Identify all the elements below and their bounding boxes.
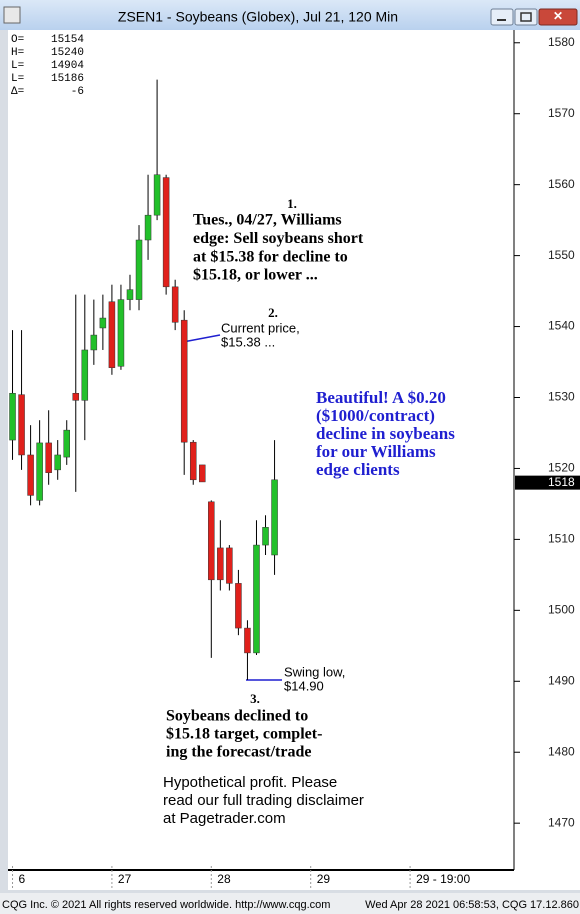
close-button[interactable] bbox=[538, 8, 578, 26]
annotation-text: Beautiful! A $0.20 bbox=[316, 388, 446, 407]
minimize-button[interactable] bbox=[490, 8, 514, 26]
y-tick-label: 1550 bbox=[548, 248, 575, 262]
annotation-number: 2. bbox=[268, 305, 278, 320]
annotation-text: edge clients bbox=[316, 460, 400, 479]
y-tick-label: 1480 bbox=[548, 744, 575, 758]
y-tick-label: 1520 bbox=[548, 461, 575, 475]
info-value: 14904 bbox=[51, 60, 84, 72]
annotation-text: at $15.38 for decline to bbox=[193, 248, 348, 265]
y-tick-label: 1490 bbox=[548, 673, 575, 687]
info-label: Δ= bbox=[11, 86, 24, 98]
candle-body bbox=[9, 392, 16, 441]
x-tick-label: 28 bbox=[217, 872, 231, 886]
x-tick-label: 6 bbox=[19, 872, 26, 886]
chart-title: ZSEN1 - Soybeans (Globex), Jul 21, 120 M… bbox=[118, 9, 398, 25]
candle-body bbox=[189, 441, 197, 481]
annotation-text: $15.18 target, complet- bbox=[166, 726, 322, 743]
y-tick-label: 1530 bbox=[548, 390, 575, 404]
x-tick-label: 27 bbox=[118, 872, 132, 886]
annotation-text: $15.18, or lower ... bbox=[193, 267, 318, 284]
annotation-text: edge: Sell soybeans short bbox=[193, 230, 364, 247]
y-tick-label: 1560 bbox=[548, 177, 575, 191]
annotation-text: ing the forecast/trade bbox=[166, 744, 311, 761]
annotation-text: Swing low, bbox=[284, 664, 345, 679]
annotation-number: 1. bbox=[287, 196, 297, 211]
annotation-text: Tues., 04/27, Williams bbox=[193, 212, 342, 229]
candle-body bbox=[171, 286, 179, 323]
candle-body bbox=[63, 429, 70, 458]
info-label: H= bbox=[11, 47, 24, 59]
candle-body bbox=[199, 464, 206, 483]
footer-right: Wed Apr 28 2021 06:58:53, CQG 17.12.860 bbox=[365, 899, 579, 911]
candle-body bbox=[253, 544, 260, 654]
candle-body bbox=[90, 334, 98, 351]
candle-body bbox=[81, 349, 89, 401]
candle-body bbox=[226, 547, 233, 584]
candle-body bbox=[162, 177, 170, 288]
y-tick-label: 1510 bbox=[548, 532, 575, 546]
info-label: O= bbox=[11, 34, 24, 46]
annotation-number: 3. bbox=[250, 691, 260, 706]
status-bar bbox=[0, 893, 580, 914]
y-tick-label: 1570 bbox=[548, 106, 575, 120]
annotation-text: Current price, bbox=[221, 320, 300, 335]
candle-body bbox=[72, 392, 80, 401]
candle-body bbox=[126, 289, 134, 300]
plot-area bbox=[8, 30, 514, 870]
candle-body bbox=[18, 394, 25, 456]
y-tick-label: 1540 bbox=[548, 319, 575, 333]
footer-left: CQG Inc. © 2021 All rights reserved worl… bbox=[2, 899, 330, 911]
y-tick-label: 1500 bbox=[548, 603, 575, 617]
candle-body bbox=[244, 627, 251, 654]
info-value: -6 bbox=[71, 86, 84, 98]
annotation-text: Soybeans declined to bbox=[166, 708, 308, 725]
x-tick-label: 29 bbox=[317, 872, 331, 886]
info-value: 15154 bbox=[51, 34, 84, 46]
annotation-text: at Pagetrader.com bbox=[163, 810, 286, 827]
candle-body bbox=[36, 442, 43, 501]
info-label: L= bbox=[11, 73, 24, 85]
candle-body bbox=[27, 454, 34, 496]
candle-body bbox=[117, 299, 125, 367]
annotation-text: for our Williams bbox=[316, 442, 436, 461]
info-value: 15240 bbox=[51, 47, 84, 59]
info-label: L= bbox=[11, 60, 24, 72]
last-price-label: 1518 bbox=[548, 475, 575, 489]
candle-body bbox=[262, 527, 269, 546]
maximize-button[interactable] bbox=[514, 8, 538, 26]
time-axis bbox=[8, 870, 580, 890]
x-tick-label: 29 - 19:00 bbox=[416, 872, 470, 886]
candle-body bbox=[108, 301, 116, 368]
y-tick-label: 1470 bbox=[548, 815, 575, 829]
annotation-text: decline in soybeans bbox=[316, 424, 455, 443]
maximize-icon bbox=[520, 12, 532, 22]
annotation-text: ($1000/contract) bbox=[316, 406, 435, 425]
annotation-text: $14.90 bbox=[284, 678, 324, 693]
candle-body bbox=[217, 547, 224, 581]
marks bbox=[9, 79, 278, 680]
candle-body bbox=[180, 319, 188, 443]
info-value: 15186 bbox=[51, 73, 84, 85]
candle-body bbox=[99, 317, 107, 329]
candle-body bbox=[271, 479, 278, 556]
window-icon[interactable] bbox=[3, 6, 21, 24]
annotation-text: Hypothetical profit. Please bbox=[163, 774, 337, 791]
close-icon: ✕ bbox=[553, 9, 563, 23]
annotation-text: read our full trading disclaimer bbox=[163, 792, 364, 809]
y-tick-label: 1580 bbox=[548, 35, 575, 49]
price-axis bbox=[514, 30, 580, 870]
candle-body bbox=[54, 454, 61, 471]
candle-body bbox=[144, 214, 152, 241]
candle-body bbox=[208, 501, 215, 581]
last-price-box bbox=[515, 475, 580, 490]
annotation-text: $15.38 ... bbox=[221, 334, 275, 349]
candle-body bbox=[235, 583, 242, 629]
pointer-line bbox=[182, 334, 221, 343]
candle-body bbox=[135, 239, 143, 300]
candle-body bbox=[45, 442, 52, 473]
candle-body bbox=[153, 174, 161, 216]
title-bar bbox=[0, 0, 580, 30]
